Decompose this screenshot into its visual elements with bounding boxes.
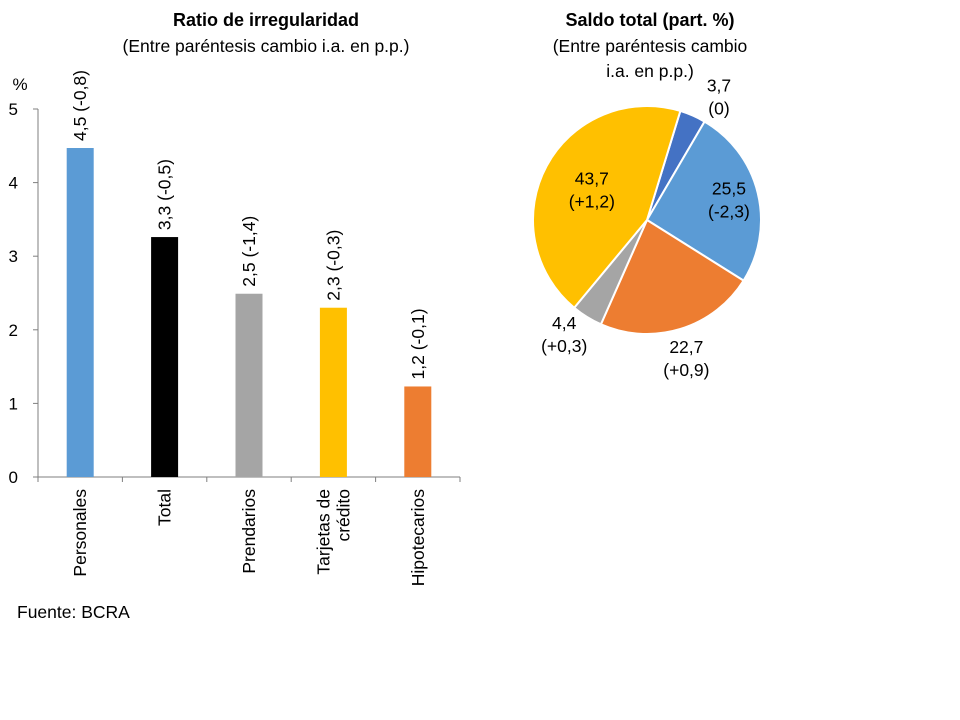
bar-chart-subtitle: (Entre paréntesis cambio i.a. en p.p.)	[123, 36, 410, 56]
y-axis-unit-label: %	[12, 75, 27, 94]
y-tick-label: 3	[9, 247, 18, 266]
pie-data-label: 4,4	[552, 313, 577, 333]
x-category-label: Prendarios	[239, 489, 259, 574]
bar-data-label: 3,3 (-0,5)	[155, 159, 175, 230]
pie-slice	[599, 218, 745, 335]
pie-data-label: (+0,3)	[541, 336, 587, 356]
source-note: Fuente: BCRA	[17, 602, 130, 622]
x-category-label: Hipotecarios	[408, 489, 428, 587]
bar-data-label: 2,5 (-1,4)	[239, 216, 259, 287]
pie-data-label: 43,7	[575, 169, 609, 189]
y-tick-label: 4	[9, 174, 18, 193]
pie-data-label: 25,5	[712, 178, 746, 198]
x-category-label: Tarjetas de	[313, 489, 333, 575]
bar	[235, 293, 263, 477]
pie-slice	[532, 105, 682, 310]
bar-data-label: 2,3 (-0,3)	[323, 230, 343, 301]
pie-data-label: (+1,2)	[569, 192, 615, 212]
pie-data-label: (+0,9)	[663, 360, 709, 380]
x-category-label: Personales	[70, 489, 90, 577]
pie-chart-subtitle-line-1: (Entre paréntesis cambio	[553, 36, 748, 56]
bar-data-label: 4,5 (-0,8)	[70, 70, 90, 141]
y-tick-label: 0	[9, 468, 18, 487]
pie-data-label: (0)	[708, 98, 729, 118]
pie-chart: 3,7 (0) 25,5 (-2,3) 22,7 (+0,9) 4,4 (+0,3) 43,7 (…	[532, 75, 762, 380]
y-tick-label: 5	[9, 100, 18, 119]
pie-data-label: 22,7	[669, 337, 703, 357]
bar-data-label: 1,2 (-0,1)	[408, 308, 428, 379]
bar-chart-title: Ratio de irregularidad	[173, 10, 359, 30]
bar	[151, 237, 179, 477]
x-category-label: crédito	[333, 489, 353, 542]
bar-chart: 0 1 2 3 4 5 4,5 (-0,8) Personales 3,3 (-0,5) Tota…	[9, 70, 461, 587]
pie-data-label: 3,7	[707, 75, 731, 95]
pie-slice	[645, 120, 762, 282]
bar	[319, 307, 347, 477]
pie-chart-subtitle-line-2: i.a. en p.p.)	[606, 61, 694, 81]
pie-chart-title: Saldo total (part. %)	[565, 10, 734, 30]
x-category-label: Total	[155, 489, 175, 526]
bar	[404, 386, 432, 477]
pie-data-label: (-2,3)	[708, 201, 750, 221]
y-tick-label: 2	[9, 321, 18, 340]
y-tick-label: 1	[9, 394, 18, 413]
bar	[66, 148, 94, 477]
